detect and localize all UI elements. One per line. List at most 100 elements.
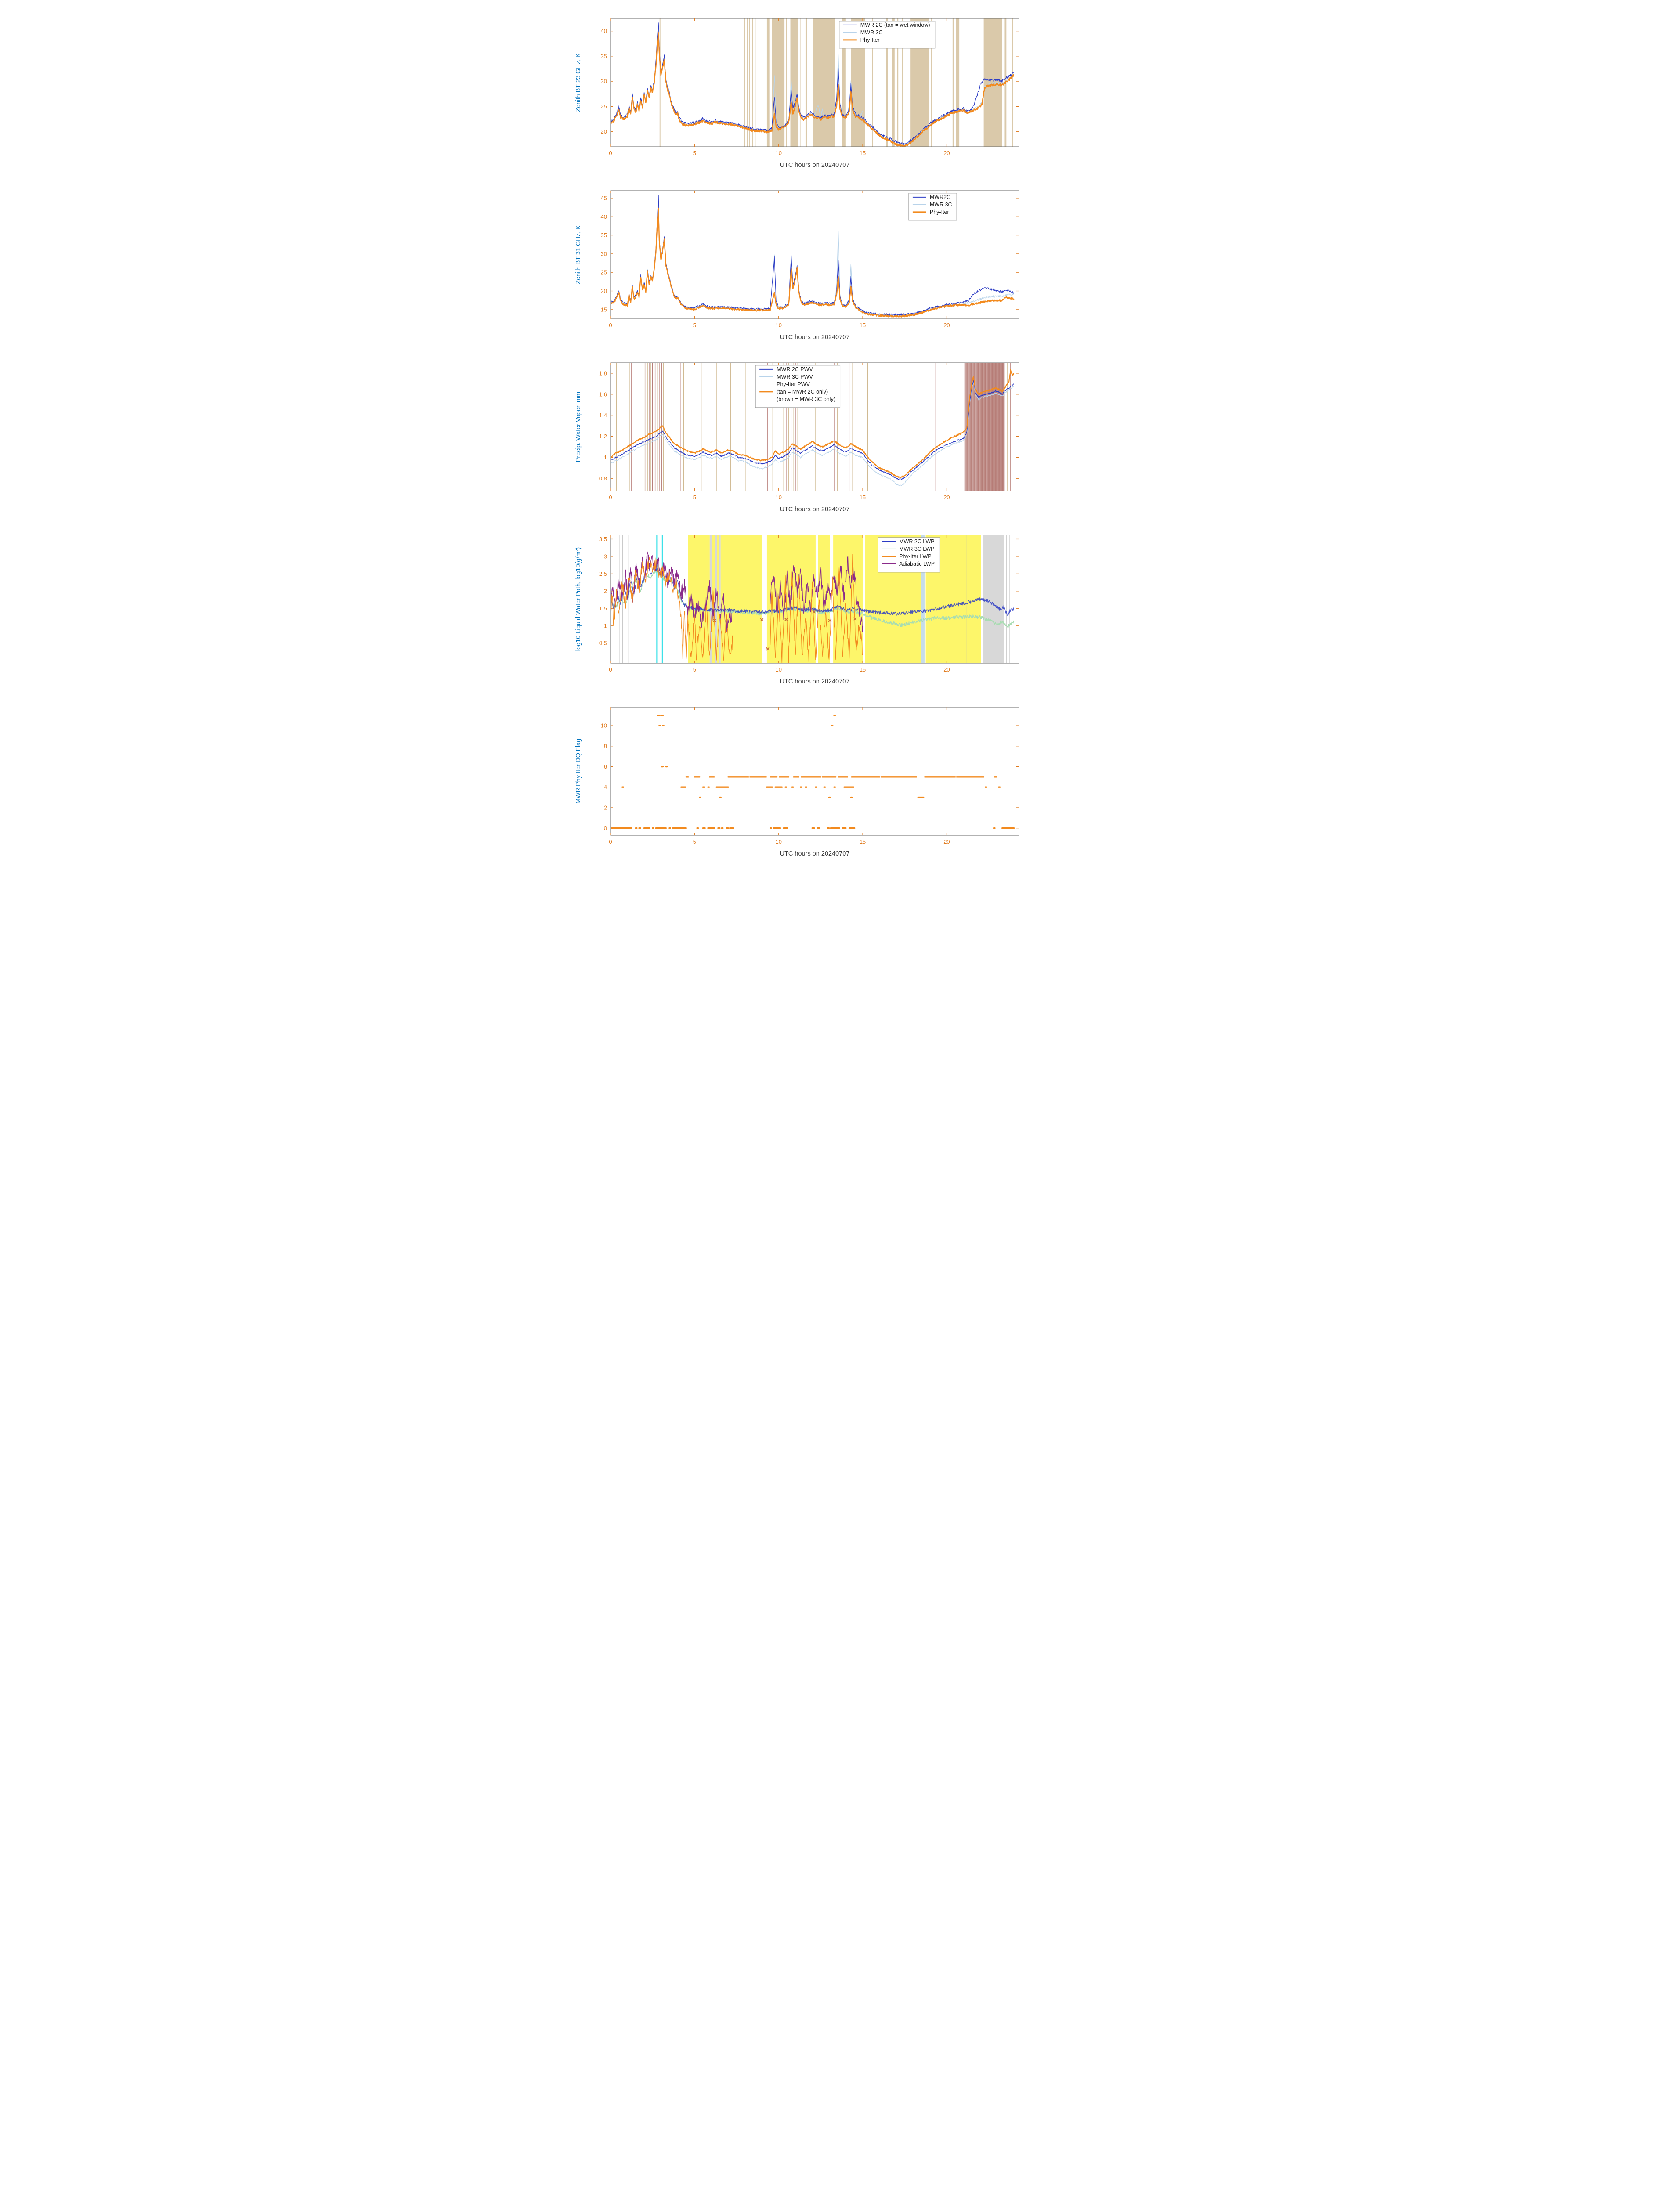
series-adiabatic-lwp (611, 551, 732, 632)
y-tick-label: 10 (601, 722, 607, 729)
x-tick-label: 5 (693, 494, 696, 501)
y-tick-label: 2 (604, 588, 607, 594)
axes-box (610, 362, 1019, 491)
axes-box (610, 707, 1019, 836)
y-axis-label: log10 Liquid Water Path, log10(g/m²) (575, 547, 582, 651)
legend-label: MWR 2C (tan = wet window) (860, 22, 930, 28)
x-tick-label: 5 (693, 666, 696, 673)
y-tick-label: 2.5 (599, 571, 607, 577)
y-tick-label: 4 (604, 784, 607, 791)
y-tick-label: 35 (601, 53, 607, 59)
chart-precip-water-vapor: 0 5 10 15 20 0.8 1 1.2 1.4 1.6 1.8 Precip. Water Va… (575, 362, 1019, 513)
y-tick-label: 0 (604, 825, 607, 831)
chart-mwr-phy-iter-dq-flag: 0 5 10 15 20 0 2 4 6 8 10 MWR Phy Iter DQ Flag UTC h… (575, 707, 1019, 857)
y-tick-label: 1.6 (599, 391, 607, 397)
y-axis: 0 2 4 6 8 10 (601, 722, 1019, 831)
panel-dq-flag: 0 5 10 15 20 0 2 4 6 8 10 MWR Phy Iter DQ Flag UTC h… (560, 697, 1120, 869)
y-tick-label: 30 (601, 250, 607, 257)
x-tick-label: 15 (860, 322, 866, 329)
legend-label: MWR 3C (860, 29, 883, 36)
series-mwr2c (611, 195, 1015, 316)
y-tick-label: 1.8 (599, 370, 607, 376)
y-tick-label: 25 (601, 269, 607, 276)
x-axis-label: UTC hours on 20240707 (780, 678, 850, 685)
legend-label: MWR 2C PWV (777, 366, 813, 372)
legend-label: (brown = MWR 3C only) (777, 396, 835, 402)
legend-label: MWR 2C LWP (899, 538, 934, 545)
x-tick-label: 15 (860, 666, 866, 673)
chart-zenith-bt-31-ghz: 0 5 10 15 20 15 20 25 30 35 40 45 Zenith BT 31 GHz, … (575, 190, 1019, 341)
axes-box (610, 190, 1019, 319)
y-tick-label: 2 (604, 804, 607, 811)
x-tick-label: 0 (609, 838, 612, 845)
series-layer (611, 369, 1015, 487)
x-axis-label: UTC hours on 20240707 (780, 162, 850, 169)
y-tick-label: 6 (604, 763, 607, 770)
y-tick-label: 0.5 (599, 640, 607, 647)
chart-zenith-bt-23-ghz: 0 5 10 15 20 20 25 30 35 40 Zenith BT 23 GHz, K UTC… (575, 18, 1019, 169)
x-tick-label: 10 (775, 838, 781, 845)
x-tick-label: 10 (775, 666, 781, 673)
y-tick-label: 15 (601, 306, 607, 313)
y-tick-label: 1.5 (599, 605, 607, 612)
x-axis: 0 5 10 15 20 (609, 707, 950, 845)
panel-zenith-bt-31: 0 5 10 15 20 15 20 25 30 35 40 45 Zenith BT 31 GHz, … (560, 180, 1120, 352)
legend-label: MWR 3C (930, 202, 952, 208)
series-phy-iter (611, 32, 1015, 147)
flag-marker-x (766, 647, 770, 651)
x-axis: 0 5 10 15 20 (609, 535, 950, 673)
axes-box (610, 18, 1019, 147)
panel-liquid-water-path: 0 5 10 15 20 0.5 1 1.5 2 2.5 3 3.5 log10 Liquid Wate… (560, 524, 1120, 697)
x-axis-label: UTC hours on 20240707 (780, 506, 850, 513)
panel-precip-water-vapor: 0 5 10 15 20 0.8 1 1.2 1.4 1.6 1.8 Precip. Water Va… (560, 352, 1120, 524)
x-tick-label: 0 (609, 494, 612, 501)
x-axis: 0 5 10 15 20 (609, 18, 950, 156)
axes-box (610, 535, 1019, 664)
legend-label: Phy-Iter (860, 37, 880, 43)
y-axis-label: Zenith BT 31 GHz, K (575, 225, 582, 284)
y-tick-label: 1.2 (599, 433, 607, 440)
y-tick-label: 1.4 (599, 412, 607, 419)
series-phy-iter-lwp (770, 554, 863, 663)
x-tick-label: 20 (943, 494, 950, 501)
y-tick-label: 40 (601, 28, 607, 34)
flag-marker-x (828, 619, 832, 622)
x-tick-label: 10 (775, 494, 781, 501)
x-tick-label: 5 (693, 838, 696, 845)
flag-marker-x (760, 618, 764, 622)
y-tick-label: 30 (601, 78, 607, 85)
y-axis: 0.8 1 1.2 1.4 1.6 1.8 (599, 370, 1019, 482)
y-axis: 15 20 25 30 35 40 45 (601, 195, 1019, 313)
y-tick-label: 3 (604, 553, 607, 560)
flag-marker-x (853, 617, 857, 621)
legend-label: (tan = MWR 2C only) (777, 389, 828, 395)
flag-marker-x (812, 610, 816, 614)
x-axis-label: UTC hours on 20240707 (780, 850, 850, 857)
band-layer (659, 18, 1013, 147)
y-tick-label: 35 (601, 232, 607, 238)
x-tick-label: 15 (860, 150, 866, 156)
legend-label: MWR2C (930, 194, 950, 200)
series-phy-iter-lwp (611, 556, 734, 661)
series-adiabatic-lwp (770, 556, 863, 632)
chart-liquid-water-path: 0 5 10 15 20 0.5 1 1.5 2 2.5 3 3.5 log10 Liquid Wate… (575, 535, 1019, 685)
series-layer (611, 22, 1015, 147)
x-tick-label: 10 (775, 322, 781, 329)
legend-label: Adiabatic LWP (899, 561, 935, 567)
x-tick-label: 20 (943, 838, 950, 845)
x-tick-label: 0 (609, 666, 612, 673)
y-tick-label: 20 (601, 128, 607, 135)
flag-marker-x (784, 618, 788, 621)
legend-label: Phy-Iter PWV (777, 381, 810, 387)
y-tick-label: 20 (601, 288, 607, 294)
x-tick-label: 15 (860, 838, 866, 845)
legend-label: MWR 3C LWP (899, 546, 934, 552)
panel-zenith-bt-23: 0 5 10 15 20 20 25 30 35 40 Zenith BT 23 GHz, K UTC… (560, 8, 1120, 180)
series-mwr-3c-pwv (611, 382, 1015, 487)
x-tick-label: 0 (609, 150, 612, 156)
y-tick-label: 25 (601, 103, 607, 110)
